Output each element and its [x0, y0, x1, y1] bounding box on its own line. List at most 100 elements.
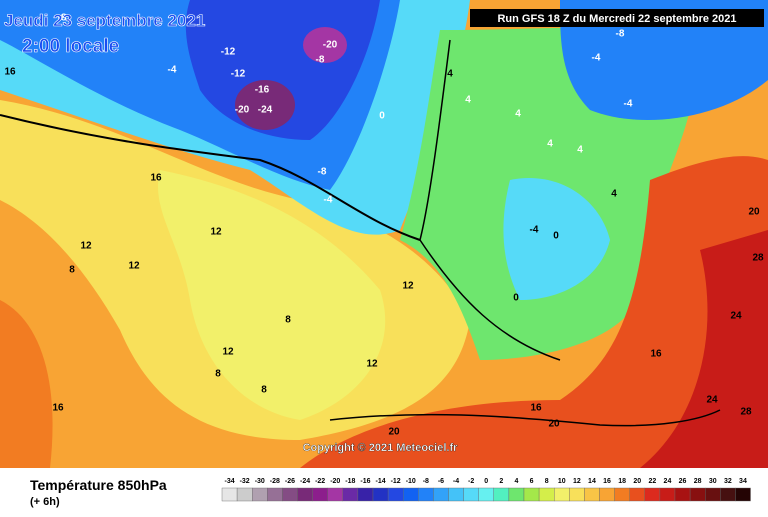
contour-label: 4 [577, 145, 583, 156]
legend-label: -34 [224, 478, 234, 485]
contour-label: 4 [515, 109, 521, 120]
contour-label: 20 [388, 427, 400, 438]
legend-swatch [433, 487, 449, 502]
forecast-time: 2:00 locale [22, 36, 119, 57]
zone-24 [640, 230, 768, 468]
legend-label: 8 [545, 478, 549, 485]
contour-label: -4 [592, 53, 601, 64]
zone-west-warm [0, 300, 53, 468]
legend-label: 22 [648, 478, 656, 485]
contour-label: 0 [553, 231, 559, 242]
legend-label: -14 [375, 478, 385, 485]
contour-label: -8 [318, 167, 327, 178]
contour-label: 8 [69, 265, 75, 276]
run-box [470, 9, 764, 27]
contour-label: 8 [215, 369, 221, 380]
legend-swatch [569, 487, 585, 502]
contour-label: 24 [730, 311, 742, 322]
legend-label: -4 [453, 478, 459, 485]
legend-swatch [584, 487, 600, 502]
contour-label: 4 [547, 139, 553, 150]
forecast-date: Jeudi 23 septembre 2021 [4, 11, 205, 30]
legend-label: 6 [530, 478, 534, 485]
legend-label: -10 [406, 478, 416, 485]
contour-label: -4 [168, 65, 177, 76]
legend-label: 32 [724, 478, 732, 485]
legend-swatch [463, 487, 479, 502]
legend-label: -2 [468, 478, 474, 485]
legend-swatch [538, 487, 555, 502]
legend-label: 4 [514, 478, 518, 485]
legend-label: 18 [618, 478, 626, 485]
contour-label: 16 [52, 403, 64, 414]
contour-label: 28 [752, 253, 764, 264]
coast-line [329, 409, 721, 427]
legend-swatch [221, 487, 238, 502]
legend-swatch [372, 487, 389, 502]
legend-swatch [327, 487, 344, 502]
zone-east-cold [560, 0, 768, 120]
contour-label: 8 [261, 385, 267, 396]
legend-swatch [644, 487, 661, 502]
copyright: Copyright © 2021 Meteociel.fr [303, 442, 459, 454]
legend-swatch [674, 487, 691, 502]
contour-label: -4 [530, 225, 539, 236]
contour-label: -12 [231, 69, 246, 80]
legend-swatch [523, 487, 540, 502]
legend-label: -28 [270, 478, 280, 485]
contour-label: 16 [650, 349, 662, 360]
legend-swatch [342, 487, 359, 502]
contour-label: 20 [748, 207, 760, 218]
legend-swatch [614, 487, 630, 502]
zone-minus20 [303, 27, 347, 63]
legend-swatch [689, 487, 706, 502]
legend-label: 10 [558, 478, 566, 485]
contour-label: -12 [221, 47, 236, 58]
contour-label: 8 [285, 315, 291, 326]
legend: -34 -32 -30 -28 -26 -24 -22 -20 -18 -16 -14 -12 -10-… [221, 478, 751, 502]
legend-swatch [403, 487, 419, 502]
legend-swatch [629, 487, 646, 502]
legend-swatch [659, 487, 676, 502]
legend-swatch [448, 487, 464, 502]
contour-label: 16 [150, 173, 162, 184]
legend-label: -18 [345, 478, 355, 485]
contour-label: -8 [316, 55, 325, 66]
contour-label: 12 [402, 281, 414, 292]
legend-label: 0 [484, 478, 488, 485]
contour-label: 12 [80, 241, 92, 252]
legend-swatch [282, 487, 298, 502]
map-labels: -12 -12 -20 -16 -24 -20 -8 -4 -4 -8 0 -4… [4, 13, 764, 438]
front-line [0, 114, 421, 241]
zone-minus24 [235, 80, 295, 130]
contour-label: 16 [4, 67, 16, 78]
legend-swatch [312, 487, 328, 502]
contour-label: 24 [706, 395, 718, 406]
footer-step: (+ 6h) [30, 496, 60, 508]
legend-swatch [267, 487, 283, 502]
contour-label: 28 [740, 407, 752, 418]
contour-label: 12 [128, 261, 140, 272]
legend-swatch [720, 487, 736, 502]
legend-label: -22 [315, 478, 325, 485]
legend-label: 2 [499, 478, 503, 485]
contour-label: 4 [465, 95, 471, 106]
footer-title: Température 850hPa [30, 477, 167, 493]
legend-swatch [236, 487, 253, 502]
coast-line [419, 39, 561, 361]
legend-swatch [251, 487, 268, 502]
contour-label: 4 [447, 69, 453, 80]
contour-label: 12 [222, 347, 234, 358]
legend-label: 24 [664, 478, 672, 485]
legend-swatch [599, 487, 615, 502]
legend-label: 30 [709, 478, 717, 485]
legend-swatch [387, 487, 404, 502]
contour-label: 20 [548, 419, 560, 430]
contour-label: 12 [210, 227, 222, 238]
legend-label: 34 [739, 478, 747, 485]
legend-swatch [357, 487, 374, 502]
contour-label: -4 [324, 195, 333, 206]
legend-label: 20 [633, 478, 641, 485]
legend-label: -20 [330, 478, 340, 485]
contour-label: 16 [530, 403, 542, 414]
